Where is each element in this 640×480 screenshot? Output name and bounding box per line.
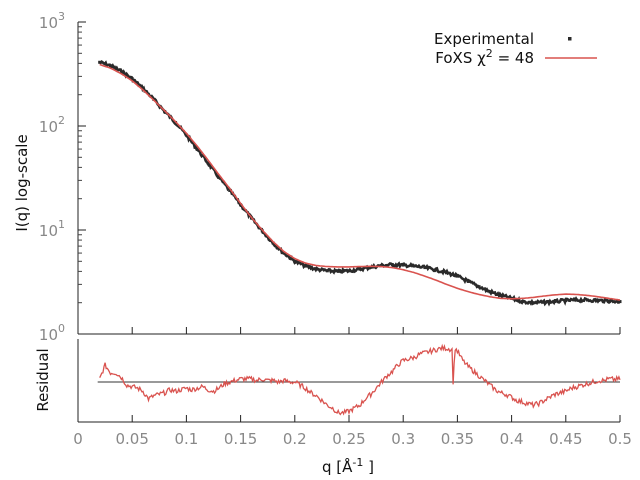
- experimental-point: [358, 267, 362, 271]
- x-tick-label: 0.35: [441, 430, 474, 448]
- y-tick-label-base: 10: [39, 222, 58, 240]
- residual-plot-panel: [77, 339, 621, 423]
- experimental-point: [325, 269, 329, 273]
- experimental-point: [130, 77, 134, 81]
- experimental-point: [542, 300, 546, 304]
- x-tick-label: 0.15: [224, 430, 257, 448]
- x-tick-label: 0.2: [283, 430, 307, 448]
- x-tick-label: 0.45: [549, 430, 582, 448]
- y-tick-label: 100: [39, 322, 65, 344]
- experimental-point: [488, 290, 492, 294]
- y-tick-label-exponent: 1: [58, 218, 65, 231]
- legend-experimental-marker: [568, 37, 572, 41]
- experimental-point: [618, 300, 622, 304]
- experimental-point: [564, 298, 568, 302]
- experimental-data-trace: [99, 59, 621, 307]
- experimental-point: [455, 274, 459, 278]
- experimental-point: [141, 86, 145, 90]
- experimental-series: [98, 59, 622, 307]
- experimental-point: [184, 133, 188, 137]
- experimental-point: [119, 69, 123, 73]
- x-tick-label: 0.1: [174, 430, 198, 448]
- experimental-point: [336, 269, 340, 273]
- experimental-point: [293, 259, 297, 263]
- y-tick-label: 101: [39, 218, 65, 240]
- experimental-point: [282, 251, 286, 255]
- experimental-point: [445, 271, 449, 275]
- x-tick-label: 0.3: [391, 430, 415, 448]
- experimental-point: [314, 267, 318, 271]
- experimental-point: [228, 188, 232, 192]
- experimental-point: [271, 241, 275, 245]
- main-y-axis-label: I(q) log-scale: [13, 134, 31, 231]
- x-tick-label: 0: [73, 430, 83, 448]
- experimental-point: [607, 299, 611, 303]
- x-tick-label: 0.05: [115, 430, 148, 448]
- residual-trace: [99, 343, 621, 416]
- legend-fit-label: FoXS χ2 = 48: [435, 47, 534, 67]
- experimental-point: [401, 263, 405, 267]
- experimental-point: [553, 300, 557, 304]
- legend: Experimental FoXS χ2 = 48: [434, 30, 597, 67]
- experimental-point: [520, 300, 524, 304]
- experimental-point: [423, 266, 427, 270]
- x-axis-label: q [Å-1 ]: [322, 456, 374, 476]
- experimental-point: [499, 293, 503, 297]
- experimental-point: [434, 268, 438, 272]
- residual-y-axis-label: Residual: [34, 348, 52, 411]
- experimental-point: [585, 298, 589, 302]
- y-tick-label-exponent: 3: [58, 10, 65, 23]
- x-tick-label: 0.5: [608, 430, 632, 448]
- experimental-point: [217, 175, 221, 179]
- y-tick-label: 103: [39, 10, 65, 32]
- experimental-point: [596, 298, 600, 302]
- experimental-point: [98, 60, 102, 64]
- y-tick-label-base: 10: [39, 14, 58, 32]
- y-tick-label-exponent: 2: [58, 114, 65, 127]
- y-tick-label: 102: [39, 114, 65, 136]
- experimental-point: [466, 279, 470, 283]
- x-tick-label: 0.4: [500, 430, 524, 448]
- experimental-point: [109, 64, 113, 68]
- foxs-fit-curve: [99, 63, 621, 301]
- experimental-point: [477, 285, 481, 289]
- y-tick-label-base: 10: [39, 326, 58, 344]
- legend-experimental-label: Experimental: [434, 30, 534, 48]
- experimental-point: [390, 263, 394, 267]
- y-tick-label-base: 10: [39, 118, 58, 136]
- y-tick-label-exponent: 0: [58, 322, 65, 335]
- experimental-point: [304, 264, 308, 268]
- x-axis: 0 0.05 0.1 0.15 0.2 0.25 0.3 0.35 0.4 0.45 0.5: [73, 327, 632, 448]
- experimental-point: [412, 264, 416, 268]
- experimental-point: [206, 161, 210, 165]
- experimental-point: [347, 269, 351, 273]
- experimental-point: [575, 298, 579, 302]
- experimental-point: [531, 301, 535, 305]
- x-tick-label: 0.25: [332, 430, 365, 448]
- experimental-point: [195, 147, 199, 151]
- experimental-point: [380, 264, 384, 268]
